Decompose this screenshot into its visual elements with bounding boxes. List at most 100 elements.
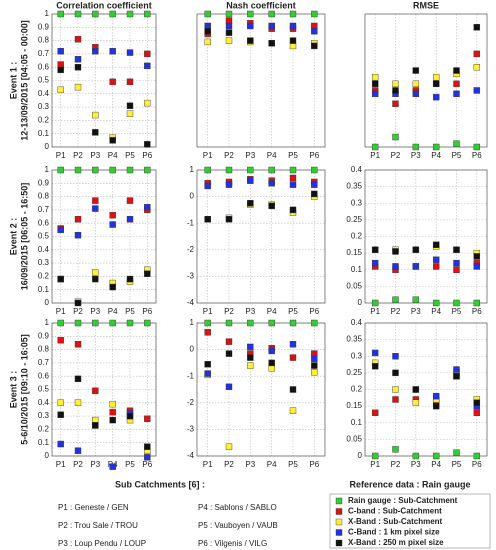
y-tick-label: 0.3 [38, 258, 50, 267]
marker [74, 10, 82, 18]
marker [57, 319, 64, 327]
row-label: 16/09/2015 [06:05 - 16:50] [19, 183, 29, 291]
legend-box [329, 493, 491, 549]
marker [289, 174, 297, 182]
marker [225, 17, 233, 24]
y-tick-label: 1 [190, 318, 195, 327]
marker [289, 181, 297, 188]
y-tick-label: 0.4 [38, 245, 50, 254]
marker [247, 22, 254, 30]
x-tick-label: P4 [431, 460, 441, 469]
subcatchment-item: P2 : Trou Sale / TROU [58, 521, 138, 530]
y-tick-label: 0.6 [38, 371, 50, 380]
y-tick-label: 0.6 [38, 218, 50, 227]
marker [126, 319, 134, 327]
marker [371, 143, 379, 151]
marker [204, 182, 211, 190]
marker [392, 396, 399, 403]
subcatchments-title: Sub Catchments [6] : [115, 479, 205, 489]
marker [412, 90, 420, 98]
x-tick-label: P2 [224, 151, 234, 160]
x-tick-label: P5 [452, 307, 462, 316]
marker [371, 363, 379, 370]
marker [289, 354, 297, 361]
marker [92, 10, 99, 18]
x-tick-label: P5 [288, 307, 298, 316]
marker [268, 10, 275, 18]
y-tick-label: 0.8 [38, 345, 50, 354]
marker [371, 90, 379, 98]
panel-title: RMSE [413, 0, 439, 10]
y-tick-label: 0.6 [38, 62, 50, 71]
x-tick-label: P4 [267, 307, 277, 316]
x-tick-label: P1 [203, 460, 213, 469]
x-tick-label: P5 [125, 460, 135, 469]
marker [57, 337, 64, 344]
marker [268, 365, 275, 372]
marker [432, 452, 440, 460]
marker [144, 62, 151, 70]
subcatchment-item: P1 : Geneste / GEN [58, 503, 129, 512]
y-tick-label: 0.1 [38, 285, 50, 294]
marker [311, 22, 318, 30]
marker [432, 299, 440, 307]
marker [144, 270, 151, 277]
y-tick-label: 1 [45, 9, 50, 18]
x-tick-label: P1 [370, 151, 380, 160]
marker [204, 166, 211, 174]
legend-label: C-Band : 1 km pixel size [348, 528, 440, 537]
x-tick-label: P6 [309, 307, 319, 316]
y-tick-label: 0.25 [346, 215, 362, 224]
marker [311, 190, 318, 198]
marker [432, 241, 440, 249]
x-tick-label: P2 [73, 151, 83, 160]
marker [57, 226, 64, 234]
x-tick-label: P1 [370, 307, 380, 316]
marker [109, 166, 116, 174]
marker [225, 181, 233, 188]
marker [92, 48, 99, 55]
y-tick-label: 0.1 [38, 129, 50, 138]
marker [453, 80, 460, 88]
marker [311, 355, 318, 363]
marker [92, 387, 99, 395]
marker [204, 361, 211, 368]
marker [311, 28, 318, 35]
panel-frame [364, 169, 488, 304]
marker [371, 299, 379, 307]
marker [247, 354, 254, 361]
marker [289, 206, 297, 214]
marker [268, 166, 275, 174]
marker [74, 375, 82, 383]
marker [412, 263, 420, 270]
subcatchment-item: P5 : Vauboyen / VAUB [198, 521, 278, 530]
panel-title: Nash coefficient [226, 0, 296, 10]
y-tick-label: 1 [45, 165, 50, 174]
y-tick-label: -2 [187, 398, 195, 407]
marker [432, 402, 440, 410]
marker [74, 83, 82, 91]
x-tick-label: P1 [56, 307, 66, 316]
y-tick-label: 0.05 [346, 434, 362, 443]
marker [57, 275, 64, 283]
marker [126, 10, 134, 18]
x-tick-label: P3 [90, 151, 100, 160]
marker [453, 246, 460, 254]
marker [247, 343, 254, 351]
marker [371, 73, 379, 81]
y-tick-label: 0.3 [351, 351, 363, 360]
marker [92, 129, 99, 136]
row-label: 5-6/10/2015 [09:10 - 16:05] [19, 334, 29, 445]
marker [453, 90, 460, 98]
x-tick-label: P4 [431, 307, 441, 316]
marker [126, 216, 134, 223]
panel-frame [196, 169, 326, 304]
marker [74, 216, 82, 223]
y-tick-label: 0.3 [38, 102, 50, 111]
marker [144, 454, 151, 461]
legend-label: C-band : Sub-Catchment [348, 507, 442, 516]
marker [144, 50, 151, 58]
marker [126, 49, 134, 56]
marker [392, 263, 399, 270]
